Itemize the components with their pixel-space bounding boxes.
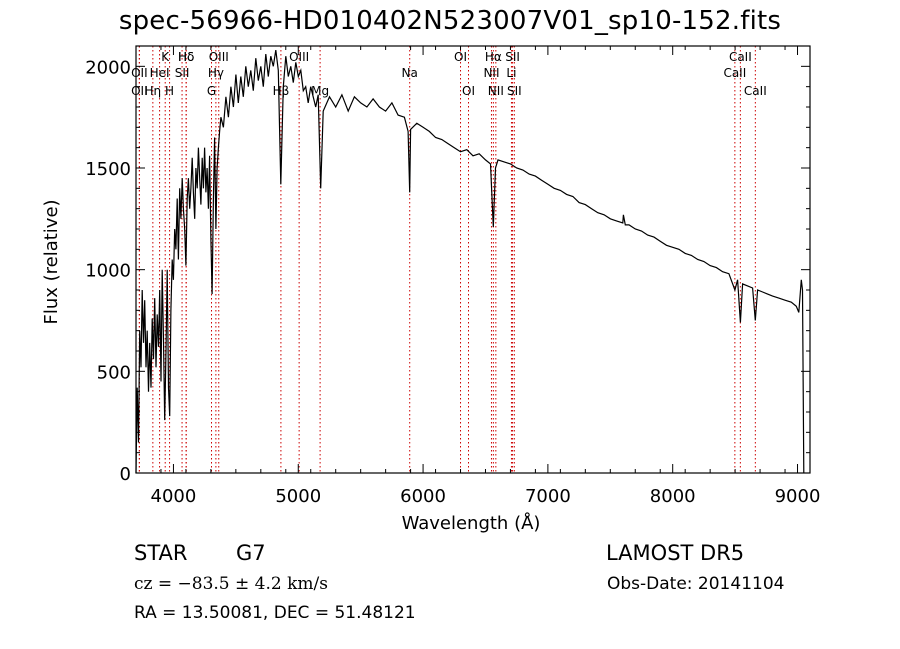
line-marker-label: OIII <box>209 50 229 64</box>
x-tick-label: 7000 <box>525 486 571 507</box>
line-marker-label: G <box>207 84 216 98</box>
y-tick-label: 1500 <box>85 159 131 180</box>
line-marker-label: CaII <box>744 84 767 98</box>
y-axis-label: Flux (relative) <box>41 199 62 324</box>
x-tick-label: 9000 <box>775 486 821 507</box>
line-marker-label: Hη <box>145 84 162 98</box>
y-tick-label: 0 <box>120 464 131 485</box>
y-tick-label: 2000 <box>85 57 131 78</box>
line-marker-label: CaII <box>723 66 746 80</box>
line-marker-label: Hα <box>485 50 502 64</box>
line-marker-label: Hβ <box>273 84 290 98</box>
line-marker-label: OII <box>131 66 148 80</box>
line-marker-label: Hδ <box>178 50 194 64</box>
line-marker-label: CaII <box>729 50 752 64</box>
spectral-line-markers <box>138 46 756 473</box>
survey-release: LAMOST DR5 <box>606 541 745 565</box>
line-marker-label: SII <box>507 84 522 98</box>
x-tick-label: 8000 <box>650 486 696 507</box>
y-tick-label: 500 <box>97 362 131 383</box>
line-marker-label: Hγ <box>208 66 224 80</box>
redshift-velocity: cz = −83.5 ± 4.2 km/s <box>134 574 328 594</box>
line-marker-label: Hδ <box>178 50 194 64</box>
sky-coordinates: RA = 13.50081, DEC = 51.48121 <box>134 603 416 623</box>
y-tick-label: 1000 <box>85 261 131 282</box>
line-marker-label: HeI <box>150 66 170 80</box>
object-type: STAR <box>134 541 188 565</box>
plot-frame <box>135 45 811 474</box>
line-marker-label: Li <box>506 66 516 80</box>
x-axis-label: Wavelength (Å) <box>402 512 541 534</box>
line-marker-label: OII <box>131 84 148 98</box>
chart-title: spec-56966-HD010402N523007V01_sp10-152.f… <box>118 6 782 36</box>
plot-axes: 4000 5000 6000 7000 8000 9000 0 500 1000 1500 2000 <box>85 45 821 507</box>
line-marker-label: NII <box>488 84 504 98</box>
line-marker-label: Mg <box>311 84 329 98</box>
line-marker-label: OI <box>454 50 467 64</box>
x-tick-label: 4000 <box>151 486 197 507</box>
spectral-subclass: G7 <box>236 541 266 565</box>
line-marker-label: NII <box>483 66 499 80</box>
x-tick-label: 5000 <box>275 486 321 507</box>
x-tick-label: 6000 <box>400 486 446 507</box>
line-marker-label: OI <box>462 84 475 98</box>
line-marker-label: Na <box>402 66 418 80</box>
line-marker-label: H <box>165 84 174 98</box>
observation-date: Obs-Date: 20141104 <box>607 574 785 594</box>
line-marker-label: SII <box>175 66 190 80</box>
line-marker-label: K <box>161 50 170 64</box>
line-marker-label: SII <box>505 50 520 64</box>
spectrum-line <box>135 50 805 474</box>
line-marker-label: OIII <box>289 50 309 64</box>
